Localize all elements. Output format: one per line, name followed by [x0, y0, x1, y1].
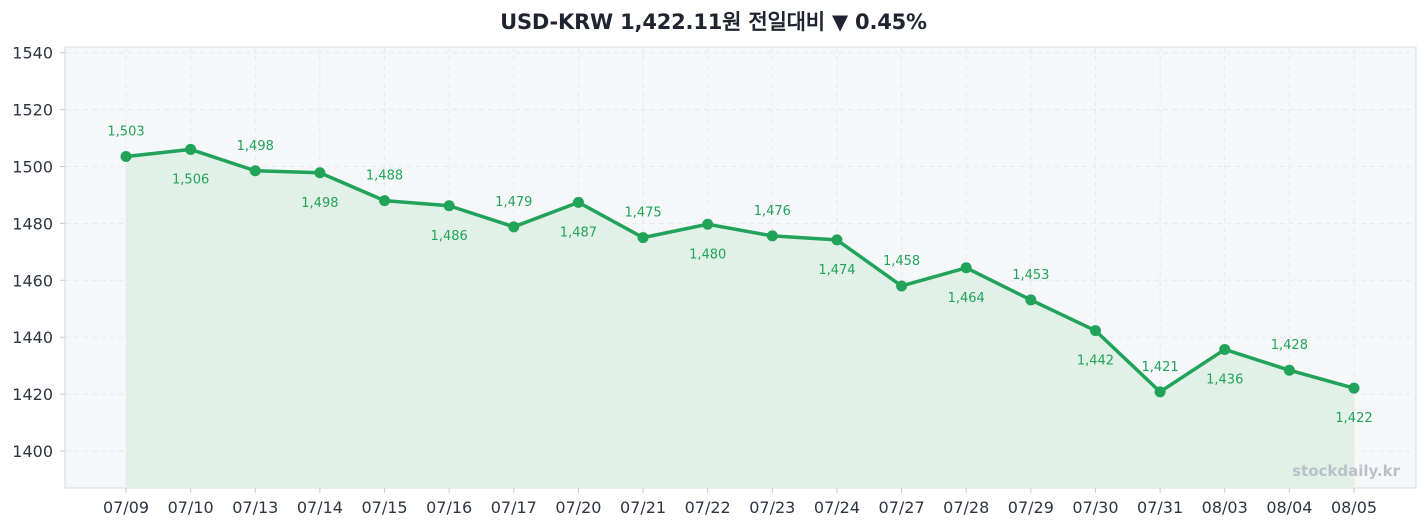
data-point: [637, 232, 649, 244]
x-tick-label: 07/15: [361, 498, 407, 517]
watermark-text: stockdaily.kr: [1292, 462, 1400, 480]
data-label: 1,453: [1012, 268, 1049, 283]
data-label: 1,422: [1335, 411, 1372, 426]
data-point: [960, 262, 972, 274]
data-label: 1,476: [754, 204, 791, 219]
x-tick-label: 07/24: [814, 498, 860, 517]
y-tick-label: 1440: [12, 328, 53, 347]
data-label: 1,487: [560, 225, 597, 240]
data-point: [120, 151, 132, 163]
data-point: [896, 280, 908, 292]
chart-title: USD-KRW 1,422.11원 전일대비 ▼ 0.45%: [500, 10, 927, 34]
data-label: 1,503: [107, 125, 144, 140]
data-label: 1,428: [1271, 338, 1308, 353]
x-tick-label: 07/14: [297, 498, 343, 517]
y-tick-label: 1540: [12, 44, 53, 63]
x-tick-label: 07/27: [879, 498, 925, 517]
x-tick-label: 08/05: [1331, 498, 1377, 517]
data-label: 1,498: [301, 196, 338, 211]
data-point: [572, 196, 584, 208]
data-point: [379, 195, 391, 207]
x-tick-label: 07/31: [1137, 498, 1183, 517]
data-label: 1,458: [883, 254, 920, 269]
x-tick-label: 07/30: [1072, 498, 1118, 517]
y-tick-label: 1400: [12, 442, 53, 461]
data-label: 1,421: [1141, 360, 1178, 375]
data-point: [766, 230, 778, 242]
x-tick-label: 07/13: [232, 498, 278, 517]
data-label: 1,474: [818, 263, 855, 278]
data-point: [443, 200, 455, 212]
data-point: [1025, 294, 1037, 306]
data-label: 1,480: [689, 247, 726, 262]
x-tick-label: 07/20: [555, 498, 601, 517]
x-tick-label: 07/23: [749, 498, 795, 517]
x-tick-label: 07/09: [103, 498, 149, 517]
data-point: [1089, 325, 1101, 337]
x-tick-label: 08/03: [1202, 498, 1248, 517]
y-tick-label: 1420: [12, 385, 53, 404]
data-point: [249, 165, 261, 177]
x-tick-label: 07/22: [685, 498, 731, 517]
x-tick-label: 08/04: [1266, 498, 1312, 517]
data-label: 1,464: [948, 291, 985, 306]
y-tick-label: 1480: [12, 214, 53, 233]
x-tick-label: 07/17: [491, 498, 537, 517]
x-tick-label: 07/10: [168, 498, 214, 517]
data-label: 1,488: [366, 169, 403, 184]
x-tick-label: 07/16: [426, 498, 472, 517]
y-tick-label: 1520: [12, 101, 53, 120]
data-point: [508, 221, 520, 233]
data-label: 1,479: [495, 195, 532, 210]
data-point: [314, 167, 326, 179]
data-label: 1,498: [237, 139, 274, 154]
series-line: [125, 147, 1355, 394]
data-label: 1,486: [431, 229, 468, 244]
x-tick-label: 07/21: [620, 498, 666, 517]
y-tick-label: 1500: [12, 157, 53, 176]
data-point: [831, 234, 843, 246]
data-label: 1,475: [624, 206, 661, 221]
data-point: [185, 143, 197, 155]
x-tick-label: 07/29: [1008, 498, 1054, 517]
data-label: 1,506: [172, 172, 209, 187]
data-point: [1154, 386, 1166, 398]
y-tick-label: 1460: [12, 271, 53, 290]
data-point: [702, 218, 714, 230]
data-point: [1219, 343, 1231, 355]
data-label: 1,436: [1206, 372, 1243, 387]
data-point: [1283, 364, 1295, 376]
x-tick-label: 07/28: [943, 498, 989, 517]
data-label: 1,442: [1077, 354, 1114, 369]
series-area: [126, 149, 1354, 488]
data-point: [1348, 382, 1360, 394]
